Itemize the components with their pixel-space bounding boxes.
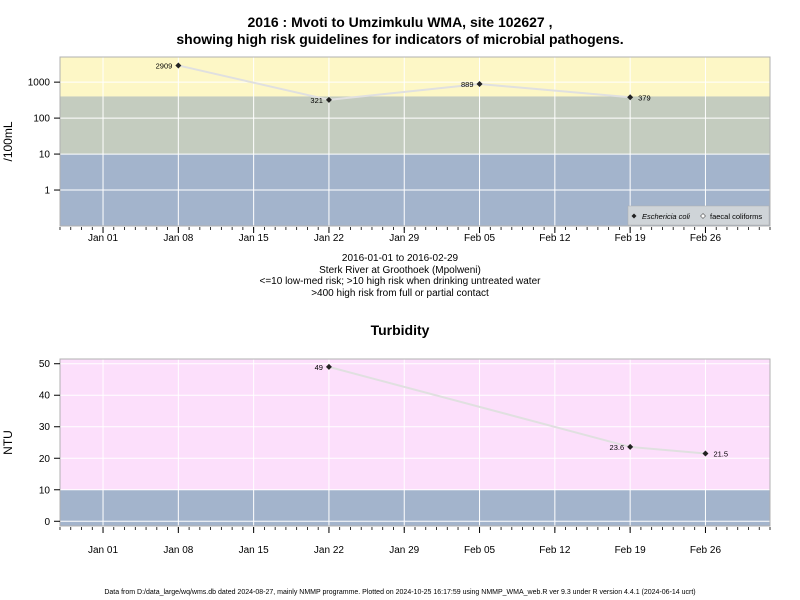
x-tick-label: Jan 08 xyxy=(163,545,193,556)
data-label: 23.6 xyxy=(610,443,625,452)
x-tick-label: Feb 12 xyxy=(539,233,571,244)
legend: Eschericia coli faecal coliforms xyxy=(627,205,770,226)
data-point xyxy=(476,80,483,87)
data-label: 49 xyxy=(315,363,323,372)
x-tick-label: Jan 22 xyxy=(314,545,344,556)
caption-contact-guideline: >400 high risk from full or partial cont… xyxy=(311,287,489,299)
data-point xyxy=(175,62,182,69)
data-point xyxy=(702,450,709,457)
x-tick-label: Jan 15 xyxy=(239,233,269,244)
data-point xyxy=(627,443,634,450)
y-tick-label: 20 xyxy=(39,454,51,465)
x-tick-label: Jan 01 xyxy=(88,545,118,556)
legend-marker-faecal xyxy=(700,213,706,219)
chart-panel-1: Jan 01 Jan 08 Jan 15 Jan 22 Jan 29 Feb 05 Feb … xyxy=(1,56,771,244)
y-tick-label: 1000 xyxy=(28,78,51,89)
series-line xyxy=(178,64,631,101)
x-tick-label: Feb 05 xyxy=(464,545,496,556)
data-label: 889 xyxy=(461,80,474,89)
legend-marker-ecoli xyxy=(631,213,637,219)
x-tick-label: Jan 08 xyxy=(163,233,193,244)
plot-frame xyxy=(59,358,771,527)
chart-title-line2: showing high risk guidelines for indicat… xyxy=(176,31,624,47)
data-point xyxy=(325,363,332,370)
x-tick-label: Feb 26 xyxy=(690,545,722,556)
y-tick-label: 40 xyxy=(39,391,51,402)
x-tick-label: Feb 12 xyxy=(539,545,571,556)
risk-band-2 xyxy=(60,96,770,155)
risk-band-2 xyxy=(60,489,770,526)
data-point xyxy=(325,96,332,103)
y-tick-label: 30 xyxy=(39,422,51,433)
plot-frame xyxy=(59,56,771,227)
y-tick-label: 50 xyxy=(39,359,51,370)
x-tick-label: Jan 15 xyxy=(239,545,269,556)
caption-site-name: Sterk River at Groothoek (Mpolweni) xyxy=(319,264,481,276)
x-tick-label: Jan 22 xyxy=(314,233,344,244)
x-tick-label: Jan 29 xyxy=(389,233,419,244)
y-tick-label: 1 xyxy=(44,186,50,197)
legend-box xyxy=(627,205,770,226)
y-tick-label: 0 xyxy=(44,517,50,528)
y-tick-label: 10 xyxy=(39,485,51,496)
x-tick-label: Feb 19 xyxy=(615,233,647,244)
legend-label-faecal: faecal coliforms xyxy=(710,212,762,221)
y-tick-label: 100 xyxy=(33,114,50,125)
footer-note: Data from D:/data_large/wq/wms.db dated … xyxy=(104,589,696,596)
x-tick-label: Feb 26 xyxy=(690,233,722,244)
x-tick-label: Feb 05 xyxy=(464,233,496,244)
data-label: 21.5 xyxy=(713,450,728,459)
data-label: 321 xyxy=(310,96,323,105)
data-label: 2909 xyxy=(156,61,173,70)
y-axis-label: /100mL xyxy=(1,121,15,161)
caption-drinking-guideline: <=10 low-med risk; >10 high risk when dr… xyxy=(259,276,541,287)
legend-label-ecoli: Eschericia coli xyxy=(642,212,690,221)
chart-panel-2: Turbidity Jan 01 Jan 08 Jan 15 Jan 22 Jan 29 F… xyxy=(1,322,771,556)
x-tick-label: Jan 29 xyxy=(389,545,419,556)
risk-band-1 xyxy=(60,359,770,490)
chart-title-line1: 2016 : Mvoti to Umzimkulu WMA, site 1026… xyxy=(247,14,553,30)
y-tick-label: 10 xyxy=(39,150,51,161)
x-tick-label: Feb 19 xyxy=(615,545,647,556)
x-tick-label: Jan 01 xyxy=(88,233,118,244)
caption-date-range: 2016-01-01 to 2016-02-29 xyxy=(341,253,459,264)
data-point xyxy=(627,94,634,101)
turbidity-title: Turbidity xyxy=(371,322,430,338)
data-label: 379 xyxy=(638,93,651,102)
y-axis-label: NTU xyxy=(1,430,15,455)
